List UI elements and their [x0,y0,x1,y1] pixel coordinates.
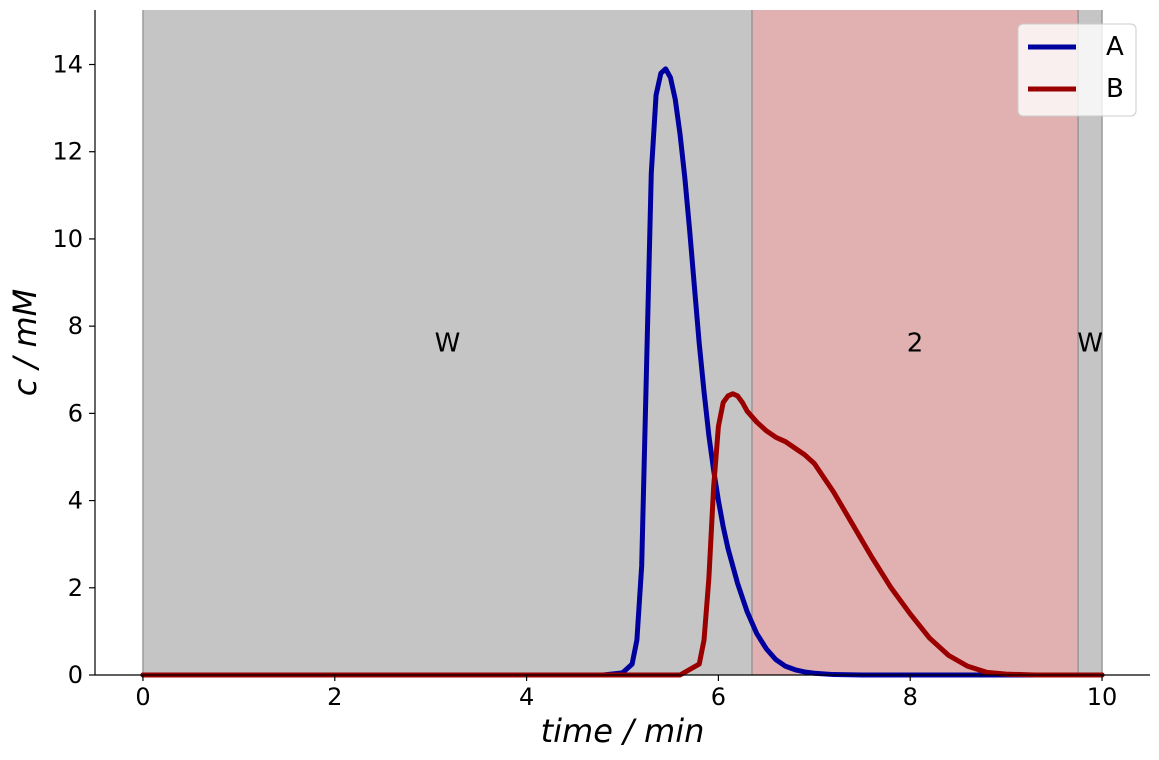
y-tick-label: 8 [68,312,83,340]
region-labels-layer: W 2 W [435,329,1103,359]
series-layer [140,66,1105,678]
x-tick-label: 6 [711,683,726,711]
legend-label-B: B [1106,74,1124,104]
y-tick-label: 14 [52,51,83,79]
y-tick-label: 4 [68,487,83,515]
x-tick-label: 4 [519,683,534,711]
y-tick-label: 10 [52,225,83,253]
region-label-1: 2 [907,329,924,359]
y-tick-label: 2 [68,574,83,602]
series-line-B [140,391,1105,678]
y-tick-label: 12 [52,138,83,166]
x-tick-label: 2 [327,683,342,711]
region-label-0: W [435,329,461,359]
axes-layer: 0 2 4 6 8 10 0 2 4 6 8 10 12 14 time / min c / mM [6,10,1150,750]
legend-label-A: A [1106,32,1124,62]
x-axis-title: time / min [541,712,705,750]
series-line-A [140,66,1105,678]
region-label-2: W [1077,329,1103,359]
x-tick-label: 10 [1087,683,1118,711]
y-tick-label: 6 [68,399,83,427]
region-band-1 [751,10,1079,675]
region-layer [142,10,1103,675]
x-tick-label: 8 [903,683,918,711]
x-tick-label: 0 [135,683,150,711]
y-tick-label: 0 [68,661,83,689]
region-band-0 [142,10,752,675]
region-band-2 [1078,10,1103,675]
legend: AB [1017,23,1137,117]
y-axis-title: c / mM [6,289,44,397]
